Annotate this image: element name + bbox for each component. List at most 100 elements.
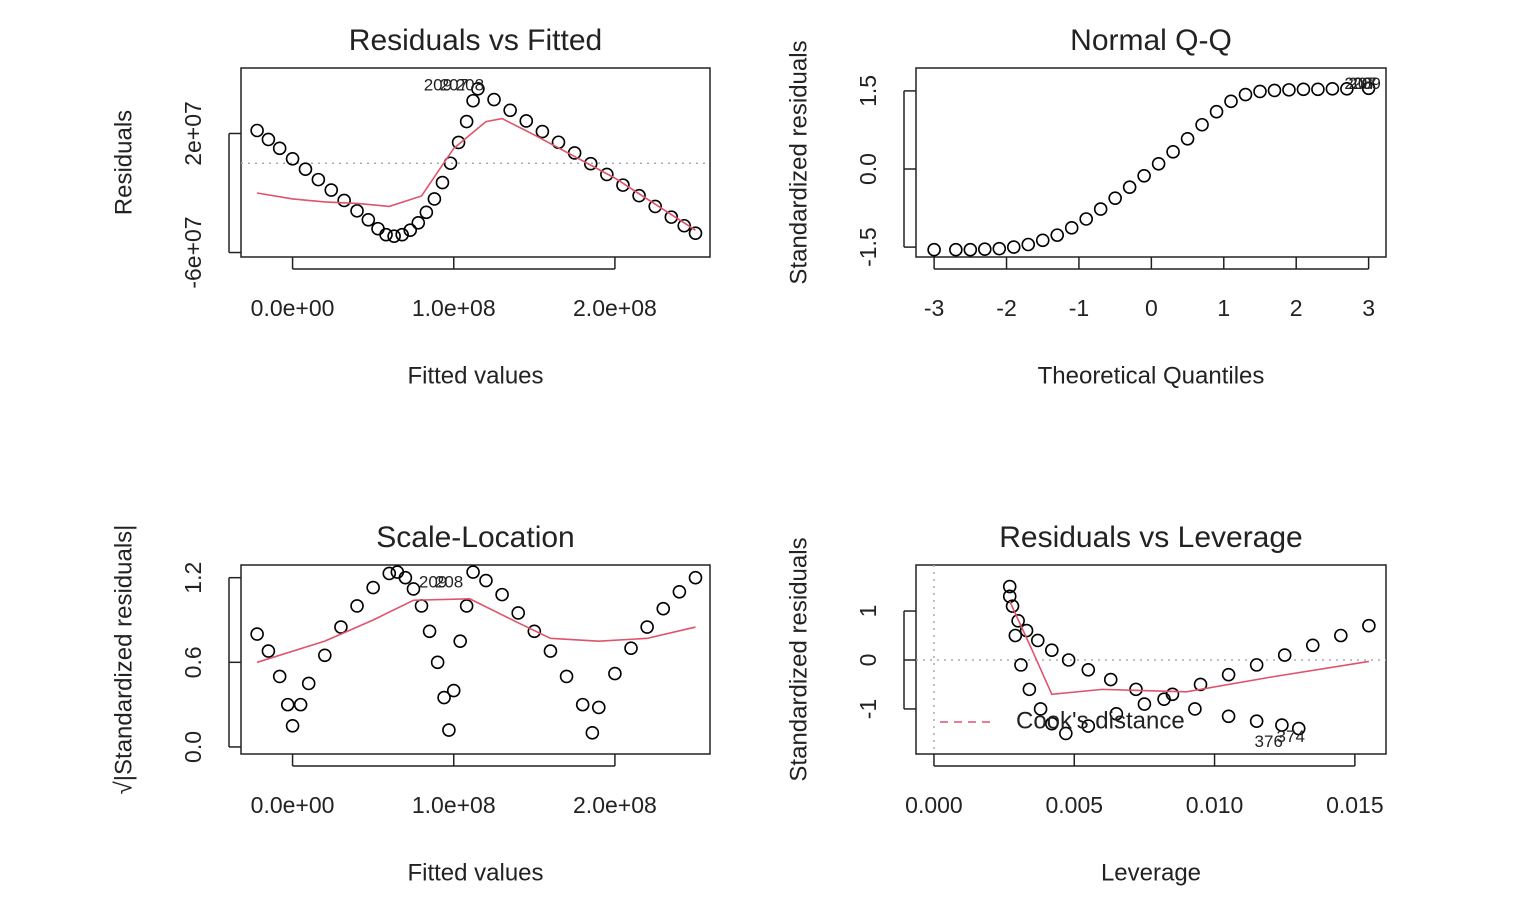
point-label: 208 <box>1344 74 1372 93</box>
point <box>664 210 679 224</box>
point <box>453 634 467 648</box>
panel-title: Residuals vs Fitted <box>349 24 602 57</box>
point <box>1035 233 1050 248</box>
x-axis-label: Fitted values <box>407 859 543 886</box>
point <box>487 92 501 107</box>
point <box>1361 81 1376 96</box>
point <box>1151 157 1166 171</box>
y-tick-label: 0 <box>855 654 881 667</box>
point <box>1249 658 1264 672</box>
point <box>272 141 287 156</box>
y-tick-label: 1.2 <box>180 562 206 594</box>
point <box>1209 104 1224 119</box>
smooth-line <box>256 117 696 231</box>
point <box>1059 726 1073 741</box>
point <box>403 223 418 238</box>
point <box>1045 716 1059 731</box>
point <box>1305 638 1320 653</box>
point <box>250 627 264 641</box>
point-label: 209 <box>419 572 447 591</box>
panel: Residuals vs Leverage 0.000 0.005 0.010 0.01… <box>785 521 1387 886</box>
point-label: 209 <box>1352 74 1380 93</box>
point <box>298 162 313 176</box>
y-tick-label: 1.5 <box>855 75 881 107</box>
point <box>1224 94 1238 109</box>
point <box>1002 579 1017 594</box>
point-label: 207 <box>1348 74 1376 93</box>
point <box>382 566 397 581</box>
x-tick-label: 2.0e+08 <box>573 295 657 321</box>
point <box>1137 168 1151 183</box>
point <box>1253 84 1267 99</box>
point-label: 376 <box>1255 732 1283 751</box>
point <box>677 218 692 233</box>
x-tick-label: 0 <box>1145 295 1158 321</box>
point-label: 207 <box>440 75 468 94</box>
point <box>334 620 348 634</box>
x-tick-label: 2.0e+08 <box>573 792 657 818</box>
point <box>608 666 622 681</box>
point <box>437 690 451 705</box>
point <box>479 573 493 588</box>
x-tick-label: 1 <box>1217 295 1230 321</box>
point <box>293 697 308 712</box>
point <box>1011 614 1025 628</box>
y-axis-label: Standardized residuals <box>785 537 812 781</box>
y-tick-label: 0.0 <box>855 153 881 185</box>
point <box>575 697 590 712</box>
point <box>466 565 480 579</box>
point <box>406 582 421 596</box>
panel-title: Residuals vs Leverage <box>999 521 1303 554</box>
y-axis-label: Residuals <box>110 110 137 215</box>
point <box>398 570 413 585</box>
point <box>1103 672 1118 687</box>
point <box>1249 714 1264 728</box>
point <box>1221 667 1236 682</box>
point-label: 374 <box>1277 727 1305 746</box>
point <box>583 156 598 171</box>
point <box>535 124 550 139</box>
point <box>261 644 276 658</box>
point <box>1050 228 1065 242</box>
point <box>1093 202 1108 216</box>
point <box>285 151 300 166</box>
x-tick-label: 0.010 <box>1186 792 1244 818</box>
point-label: 208 <box>456 75 484 94</box>
point <box>1267 83 1282 98</box>
point <box>503 103 517 118</box>
y-tick-label: -6e+07 <box>180 216 206 288</box>
point-label: 208 <box>435 572 463 591</box>
x-tick-label: 0.015 <box>1326 792 1384 818</box>
point <box>466 93 480 108</box>
x-tick-label: -1 <box>1069 295 1089 321</box>
point <box>430 655 445 670</box>
y-axis-label: Standardized residuals <box>785 40 812 284</box>
point <box>387 229 401 243</box>
point <box>1325 82 1340 96</box>
point <box>250 123 264 138</box>
x-tick-label: 3 <box>1362 295 1375 321</box>
point <box>446 683 461 698</box>
x-tick-label: -3 <box>924 295 944 321</box>
x-axis-label: Fitted values <box>407 362 543 389</box>
point <box>519 114 534 128</box>
point <box>451 135 466 150</box>
point <box>1109 707 1124 721</box>
point <box>1137 697 1152 711</box>
point <box>992 241 1007 256</box>
point <box>495 587 509 602</box>
point <box>301 676 316 691</box>
point <box>379 227 393 242</box>
panel-title: Normal Q-Q <box>1070 24 1232 57</box>
point <box>543 644 558 658</box>
point <box>1311 82 1325 97</box>
point <box>280 697 295 712</box>
point <box>1221 709 1236 724</box>
x-axis-label: Leverage <box>1101 859 1201 886</box>
point <box>600 167 614 182</box>
point <box>624 641 638 656</box>
point <box>1014 658 1028 672</box>
point <box>511 606 526 620</box>
x-tick-label: 0.005 <box>1045 792 1103 818</box>
